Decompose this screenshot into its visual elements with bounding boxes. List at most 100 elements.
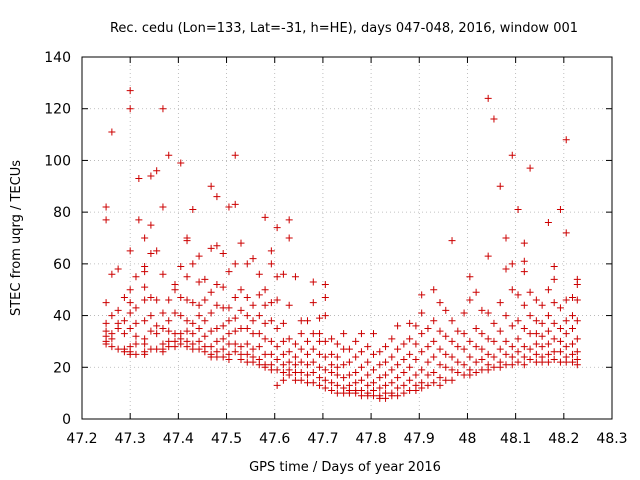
data-point: [357, 330, 365, 338]
data-point: [153, 296, 161, 304]
data-point: [267, 299, 275, 307]
data-point: [279, 361, 287, 369]
data-point: [237, 306, 245, 314]
data-point: [376, 384, 384, 392]
data-point: [171, 286, 179, 294]
data-point: [279, 376, 287, 384]
data-point: [285, 216, 293, 224]
data-point: [285, 301, 293, 309]
data-point: [544, 218, 552, 226]
data-point: [321, 366, 329, 374]
data-point: [153, 330, 161, 338]
data-point: [141, 283, 149, 291]
data-point: [316, 374, 324, 382]
data-point: [508, 260, 516, 268]
data-point: [213, 301, 221, 309]
data-point: [237, 356, 245, 364]
y-axis-label: STEC from uqrg / TECUs: [9, 160, 24, 316]
data-point: [514, 358, 522, 366]
data-point: [502, 337, 510, 345]
y-tick-label: 140: [44, 50, 71, 66]
data-point: [132, 332, 140, 340]
data-point: [249, 317, 257, 325]
data-point: [261, 350, 269, 358]
data-point: [309, 278, 317, 286]
data-point: [316, 330, 324, 338]
data-point: [538, 301, 546, 309]
x-tick-label: 47.3: [115, 431, 146, 447]
data-point: [189, 260, 197, 268]
data-point: [225, 356, 233, 364]
x-tick-label: 47.5: [211, 431, 242, 447]
data-point: [376, 374, 384, 382]
data-point: [345, 371, 353, 379]
data-point: [544, 340, 552, 348]
data-point: [460, 345, 468, 353]
data-point: [147, 293, 155, 301]
data-point: [231, 260, 239, 268]
data-point: [520, 361, 528, 369]
data-point: [472, 358, 480, 366]
data-point: [340, 374, 348, 382]
data-point: [345, 345, 353, 353]
data-point: [183, 343, 191, 351]
data-point: [135, 216, 143, 224]
data-point: [490, 319, 498, 327]
data-point: [285, 358, 293, 366]
data-point: [484, 335, 492, 343]
data-point: [436, 299, 444, 307]
data-point: [370, 350, 377, 358]
data-point: [520, 257, 528, 265]
data-point: [309, 345, 317, 353]
data-point: [291, 273, 299, 281]
data-point: [114, 265, 122, 273]
data-point: [114, 306, 122, 314]
data-point: [538, 319, 546, 327]
data-point: [225, 317, 233, 325]
data-point: [388, 335, 396, 343]
data-point: [261, 363, 269, 371]
x-tick-label: 48.3: [596, 431, 627, 447]
data-point: [556, 304, 564, 312]
data-point: [364, 371, 372, 379]
data-point: [309, 330, 317, 338]
data-point: [526, 356, 534, 364]
data-point: [508, 353, 516, 361]
data-point: [406, 335, 414, 343]
data-point: [279, 368, 287, 376]
data-point: [556, 337, 564, 345]
data-point: [132, 304, 140, 312]
data-point: [147, 250, 155, 258]
data-point: [207, 244, 215, 252]
data-point: [357, 348, 365, 356]
data-point: [357, 363, 365, 371]
data-point: [520, 239, 528, 247]
data-point: [382, 358, 390, 366]
data-point: [153, 167, 161, 175]
data-point: [556, 206, 564, 214]
data-point: [466, 273, 474, 281]
y-tick-label: 120: [44, 102, 71, 118]
data-point: [183, 237, 191, 245]
data-point: [147, 172, 155, 180]
data-point: [418, 330, 426, 338]
data-point: [243, 293, 251, 301]
data-point: [424, 381, 432, 389]
y-tick-label: 20: [53, 360, 71, 376]
data-point: [514, 348, 522, 356]
data-point: [141, 296, 149, 304]
data-point: [231, 340, 239, 348]
data-point: [568, 358, 576, 366]
data-point: [159, 348, 167, 356]
data-point: [520, 343, 528, 351]
data-point: [243, 312, 251, 320]
data-point: [114, 345, 122, 353]
data-point: [508, 343, 516, 351]
data-point: [328, 387, 336, 395]
data-point: [165, 151, 173, 159]
data-point: [108, 270, 116, 278]
data-point: [126, 325, 134, 332]
data-point: [108, 128, 116, 136]
data-point: [279, 270, 287, 278]
data-point: [249, 255, 257, 263]
